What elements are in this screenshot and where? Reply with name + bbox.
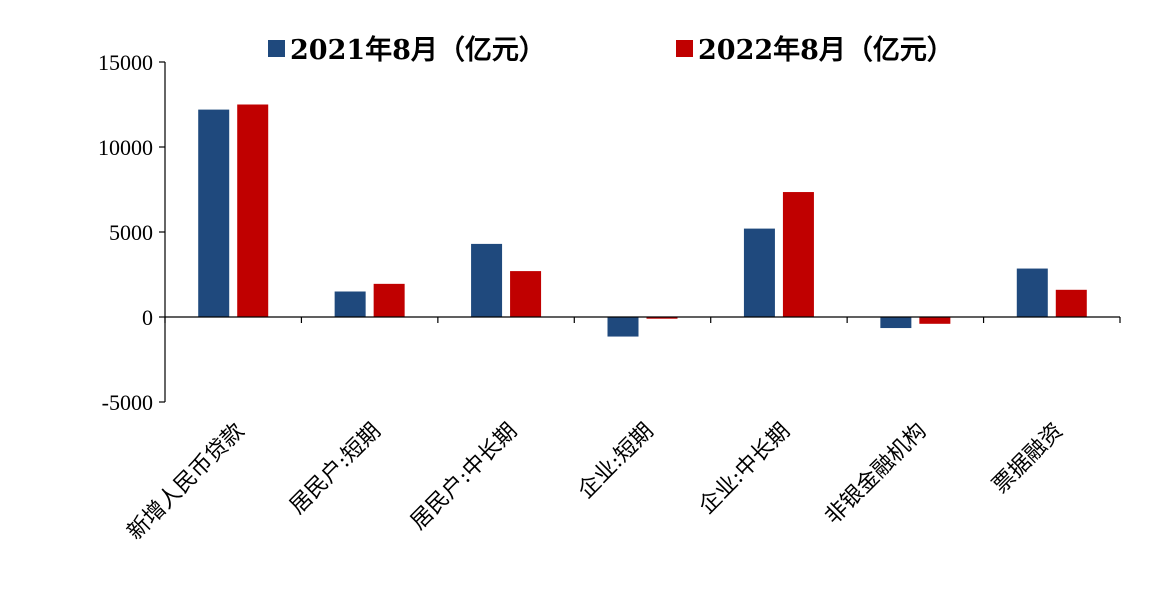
x-category-label: 票据融资 [988, 419, 1068, 499]
bar-2021 [1016, 268, 1048, 317]
legend-swatch-2022 [676, 40, 693, 57]
bar-2021 [607, 317, 639, 337]
bar-2021 [880, 317, 912, 329]
x-category-label: 企业:短期 [574, 419, 659, 504]
x-category-label: 非银金融机构 [821, 419, 932, 530]
bar-2021 [743, 228, 775, 317]
y-tick-label: -5000 [102, 390, 153, 415]
bar-2022 [237, 104, 269, 317]
bar-2021 [198, 109, 230, 317]
y-tick-label: 15000 [98, 50, 153, 75]
legend-label-2021: 2021年8月（亿元） [290, 34, 546, 66]
y-axis: 15000 10000 5000 0 -5000 [98, 50, 166, 415]
x-category-label: 企业:中长期 [694, 419, 795, 520]
x-axis: 新增人民币贷款 居民户:短期 居民户:中长期 企业:短期 企业:中长期 非银金融机构 票据融… [123, 316, 1121, 546]
bar-2022 [919, 317, 951, 324]
bars [198, 104, 1087, 337]
bar-2021 [471, 243, 503, 317]
bar-2022 [782, 192, 814, 317]
x-category-label: 居民户:中长期 [406, 419, 522, 535]
legend-swatch-2021 [268, 40, 285, 57]
bar-2022 [373, 283, 405, 317]
legend-label-2022: 2022年8月（亿元） [698, 34, 954, 66]
x-category-label: 新增人民币贷款 [123, 419, 250, 546]
bar-2022 [646, 317, 678, 319]
y-tick-label: 5000 [109, 220, 153, 245]
y-tick-label: 10000 [98, 135, 153, 160]
bar-2022 [1055, 289, 1087, 317]
bar-2022 [510, 271, 542, 317]
legend: 2021年8月（亿元） 2022年8月（亿元） [268, 34, 954, 66]
x-category-label: 居民户:短期 [285, 419, 386, 520]
bar-2021 [334, 291, 366, 317]
y-tick-label: 0 [142, 305, 153, 330]
